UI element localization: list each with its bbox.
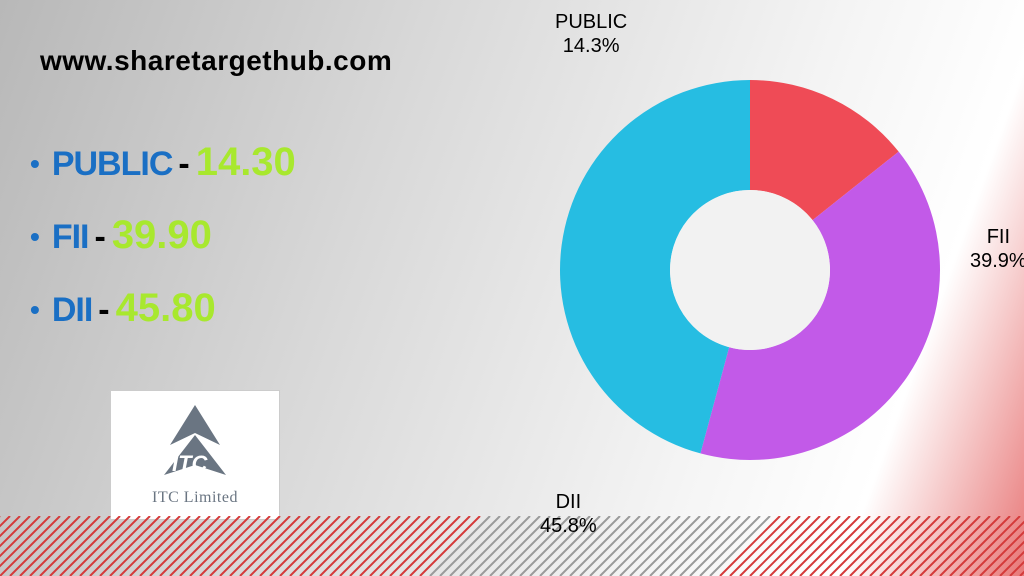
company-logo: ITC ITC Limited: [110, 390, 280, 520]
item-label: FII: [52, 218, 89, 257]
item-value: 45.80: [116, 286, 216, 331]
chart-label-name: FII: [970, 225, 1024, 249]
list-item: • DII - 45.80: [30, 286, 296, 331]
item-label: DII: [52, 291, 92, 330]
bullet-icon: •: [30, 296, 40, 324]
chart-label-name: DII: [540, 490, 597, 514]
list-item: • FII - 39.90: [30, 213, 296, 258]
chart-label-public: PUBLIC14.3%: [555, 10, 627, 58]
item-value: 39.90: [112, 213, 212, 258]
item-dash: -: [98, 291, 109, 330]
donut-chart: [480, 10, 1020, 550]
chart-label-fii: FII39.9%: [970, 225, 1024, 273]
bullet-icon: •: [30, 150, 40, 178]
chart-label-dii: DII45.8%: [540, 490, 597, 538]
list-item: • PUBLIC - 14.30: [30, 140, 296, 185]
item-dash: -: [178, 145, 189, 184]
shareholding-list: • PUBLIC - 14.30 • FII - 39.90 • DII - 4…: [30, 140, 296, 359]
chart-label-name: PUBLIC: [555, 10, 627, 34]
svg-text:ITC: ITC: [172, 451, 209, 476]
website-url: www.sharetargethub.com: [40, 45, 392, 77]
chart-label-pct: 39.9%: [970, 249, 1024, 273]
infographic-container: www.sharetargethub.com • PUBLIC - 14.30 …: [0, 0, 1024, 576]
donut-hole: [670, 190, 830, 350]
chart-label-pct: 14.3%: [555, 34, 627, 58]
item-value: 14.30: [196, 140, 296, 185]
item-dash: -: [94, 218, 105, 257]
bullet-icon: •: [30, 223, 40, 251]
donut-svg: [540, 60, 960, 480]
itc-logo-icon: ITC: [140, 403, 250, 483]
item-label: PUBLIC: [52, 145, 173, 184]
chart-label-pct: 45.8%: [540, 514, 597, 538]
logo-company-text: ITC Limited: [152, 489, 238, 507]
